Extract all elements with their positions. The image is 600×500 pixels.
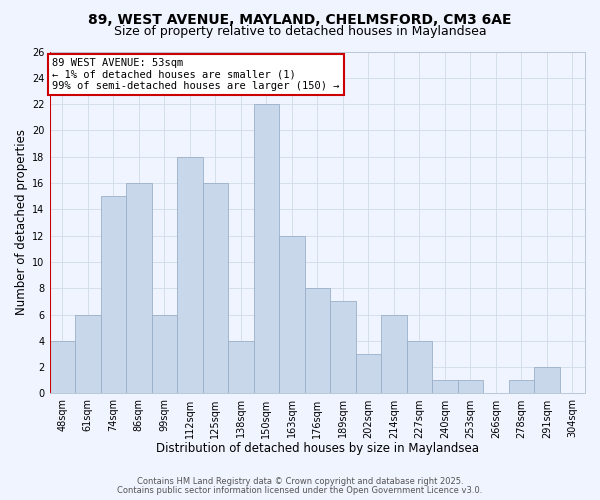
Bar [177,156,203,394]
Text: 89, WEST AVENUE, MAYLAND, CHELMSFORD, CM3 6AE: 89, WEST AVENUE, MAYLAND, CHELMSFORD, CM… [88,12,512,26]
Bar [305,288,330,394]
X-axis label: Distribution of detached houses by size in Maylandsea: Distribution of detached houses by size … [156,442,479,455]
Text: Size of property relative to detached houses in Maylandsea: Size of property relative to detached ho… [113,25,487,38]
Bar [279,236,305,394]
Bar [101,196,126,394]
Bar [126,183,152,394]
Text: 89 WEST AVENUE: 53sqm
← 1% of detached houses are smaller (1)
99% of semi-detach: 89 WEST AVENUE: 53sqm ← 1% of detached h… [52,58,340,92]
Bar [432,380,458,394]
Bar [254,104,279,394]
Bar [534,367,560,394]
Bar [75,314,101,394]
Bar [509,380,534,394]
Y-axis label: Number of detached properties: Number of detached properties [15,130,28,316]
Text: Contains public sector information licensed under the Open Government Licence v3: Contains public sector information licen… [118,486,482,495]
Bar [381,314,407,394]
Bar [458,380,483,394]
Bar [203,183,228,394]
Bar [330,302,356,394]
Text: Contains HM Land Registry data © Crown copyright and database right 2025.: Contains HM Land Registry data © Crown c… [137,477,463,486]
Bar [228,341,254,394]
Bar [152,314,177,394]
Bar [50,341,75,394]
Bar [407,341,432,394]
Bar [356,354,381,394]
